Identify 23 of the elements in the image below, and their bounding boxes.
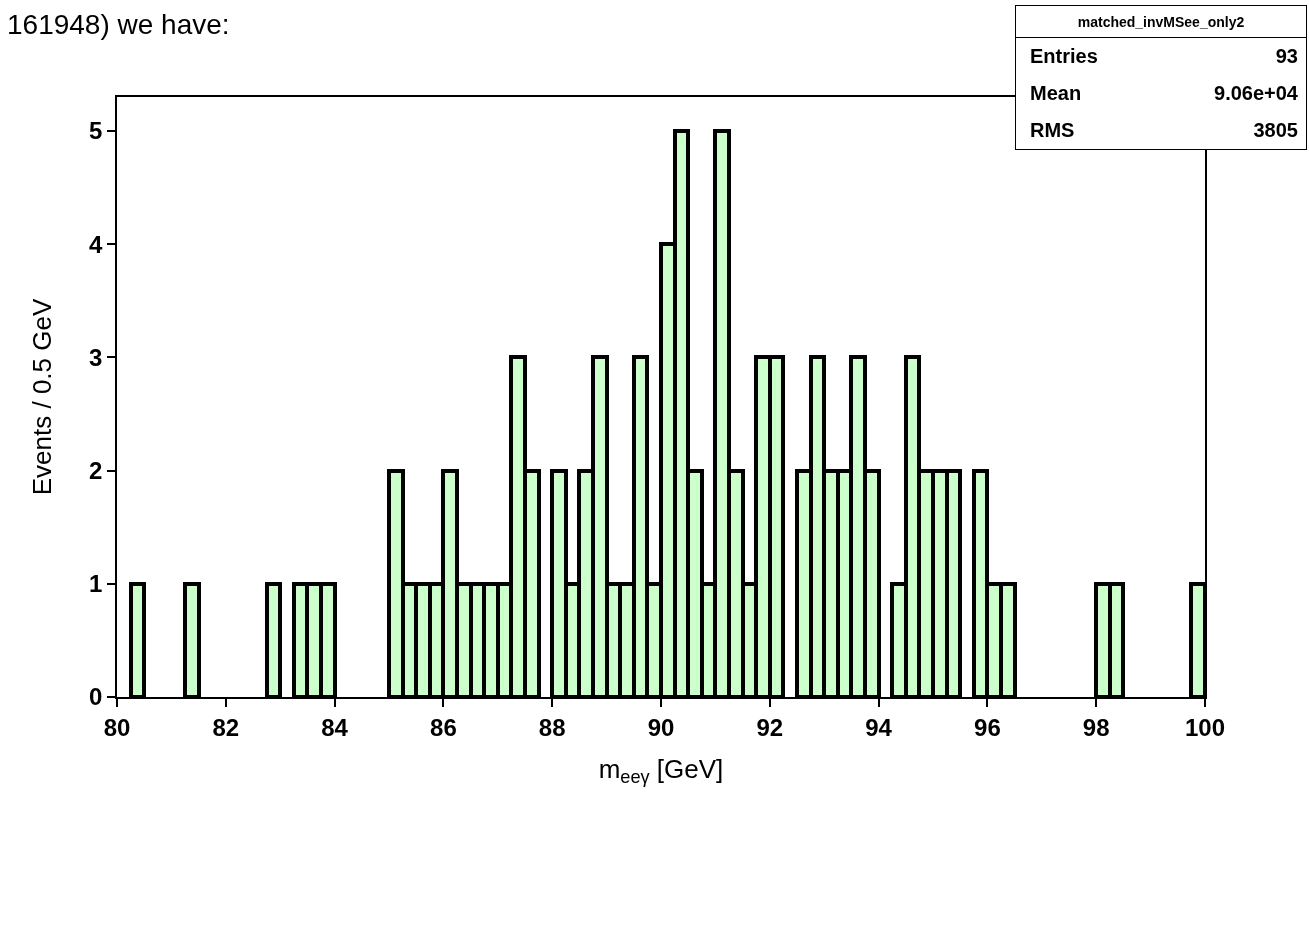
x-tick-label: 100: [1184, 713, 1226, 741]
x-tick-label: 86: [430, 713, 457, 741]
annotation: RMS: [1030, 118, 1075, 143]
y-tick-label: 1: [89, 570, 103, 598]
x-tick-label: 92: [756, 713, 784, 741]
y-tick-label: 4: [89, 230, 104, 258]
x-tick-label: 82: [212, 713, 240, 741]
x-tick-label: 98: [1082, 713, 1110, 741]
y-tick-label: 0: [89, 683, 103, 711]
x-tick-label: 94: [865, 713, 893, 741]
x-tick-label: 80: [103, 713, 131, 741]
x-tick-label: 84: [321, 713, 349, 741]
y-tick-label: 3: [89, 343, 103, 371]
y-tick-label: 2: [89, 456, 103, 484]
x-tick-label: 88: [538, 713, 566, 741]
x-tick-label: 96: [974, 713, 1001, 741]
y-tick-label: 5: [89, 117, 103, 145]
stats-box: matched_invMSee_only2 Entries 93 Mean 9.06e+04 RMS 3805: [1015, 5, 1307, 150]
x-tick-label: 90: [647, 713, 675, 741]
x-axis-title: m$_{eeγ}$ [GeV]: [598, 753, 724, 788]
annotation: Mean: [1030, 81, 1082, 106]
y-axis-title: Events / 0.5 GeV: [26, 298, 57, 496]
text: 161948) we have:: [7, 9, 230, 40]
